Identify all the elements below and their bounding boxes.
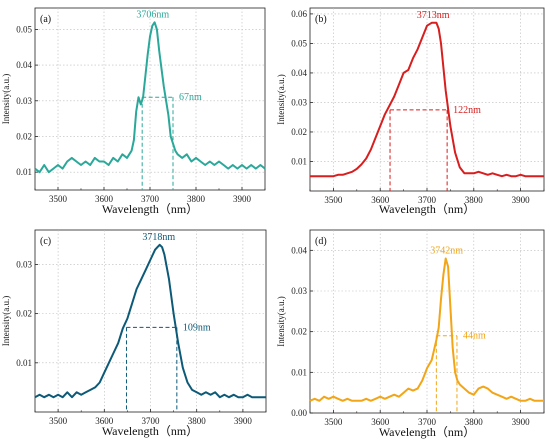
x-tick-label: 3700 xyxy=(418,417,437,427)
x-tick-label: 3600 xyxy=(371,195,390,205)
y-tick-label: 0.03 xyxy=(16,96,32,106)
y-axis-label: Intensity(a.u.) xyxy=(1,296,11,346)
x-tick-label: 3600 xyxy=(371,417,390,427)
y-tick-label: 0.04 xyxy=(291,68,307,78)
y-tick-label: 0.05 xyxy=(291,38,307,48)
panel-b: 3500 3600 3700 3800 3900 0.01 0.02 0.03 0.04 0.05… xyxy=(276,7,545,216)
y-tick-label: 0.04 xyxy=(291,245,307,255)
y-tick-label: 0.02 xyxy=(16,131,32,141)
peak-label: 3706nm xyxy=(136,9,169,20)
x-axis-label: Wavelength（nm） xyxy=(102,424,198,438)
x-tick-label: 3900 xyxy=(512,417,531,427)
y-tick-label: 0.03 xyxy=(291,286,307,296)
panel-label: (d) xyxy=(315,236,327,247)
y-tick-label: 0.01 xyxy=(291,156,307,166)
panel-label: (a) xyxy=(40,14,51,25)
panel-c: 3500 3600 3700 3800 3900 0.01 0.02 0.03 109nm 371… xyxy=(1,229,267,438)
x-axis-label: Wavelength（nm） xyxy=(379,202,475,216)
y-axis-label: Intensity(a.u.) xyxy=(1,74,11,124)
y-tick-label: 0.02 xyxy=(16,309,32,319)
fwhm-label: 122nm xyxy=(453,105,481,116)
peak-label: 3713nm xyxy=(417,10,450,21)
x-tick-label: 3500 xyxy=(324,195,343,205)
panel-label: (c) xyxy=(40,236,51,247)
y-tick-label: 0.01 xyxy=(291,367,307,377)
x-tick-label: 3500 xyxy=(49,194,68,204)
peak-label: 3718nm xyxy=(142,232,175,243)
panel-label: (b) xyxy=(315,14,327,25)
spectrum-line xyxy=(310,21,544,178)
x-tick-label: 3700 xyxy=(141,194,160,204)
panel-d: 3500 3600 3700 3800 3900 0.00 0.01 0.02 0.03 0.04… xyxy=(276,229,545,439)
x-axis-label: Wavelength（nm） xyxy=(102,202,198,216)
y-tick-label: 0.04 xyxy=(16,60,32,70)
y-tick-label: 0.02 xyxy=(291,327,307,337)
spectrum-line xyxy=(34,21,266,174)
x-tick-label: 3700 xyxy=(418,195,437,205)
spectrum-line xyxy=(309,257,544,402)
y-tick-label: 0.06 xyxy=(291,9,307,19)
y-tick-label: 0.01 xyxy=(16,358,32,368)
panel-a: 3500 3600 3700 3800 3900 0.01 0.02 0.03 0.04 0.05… xyxy=(1,7,266,216)
y-tick-label: 0.02 xyxy=(291,127,307,137)
x-tick-label: 3900 xyxy=(512,195,531,205)
y-tick-label: 0.03 xyxy=(16,259,32,269)
x-tick-label: 3800 xyxy=(187,194,206,204)
y-tick-label: 0.05 xyxy=(16,24,32,34)
y-tick-label: 0.03 xyxy=(291,97,307,107)
x-tick-label: 3800 xyxy=(465,195,484,205)
x-axis-label: Wavelength（nm） xyxy=(379,425,475,439)
y-tick-label: 0.00 xyxy=(291,408,307,418)
y-axis-label: Intensity(a.u.) xyxy=(276,74,286,124)
y-axis-label: Intensity(a.u.) xyxy=(276,296,286,346)
x-tick-label: 3600 xyxy=(95,416,114,426)
peak-label: 3742nm xyxy=(430,245,463,256)
x-tick-label: 3900 xyxy=(233,194,252,204)
x-tick-label: 3800 xyxy=(465,417,484,427)
y-tick-label: 0.01 xyxy=(16,167,32,177)
x-tick-label: 3500 xyxy=(324,417,343,427)
x-tick-label: 3700 xyxy=(142,416,161,426)
x-tick-label: 3500 xyxy=(49,416,68,426)
x-tick-label: 3900 xyxy=(234,416,253,426)
fwhm-label: 109nm xyxy=(183,322,211,333)
x-tick-label: 3800 xyxy=(188,416,207,426)
spectrum-line xyxy=(34,243,266,399)
x-tick-label: 3600 xyxy=(95,194,114,204)
fwhm-label: 67nm xyxy=(179,92,202,103)
fwhm-label: 44nm xyxy=(463,331,486,342)
